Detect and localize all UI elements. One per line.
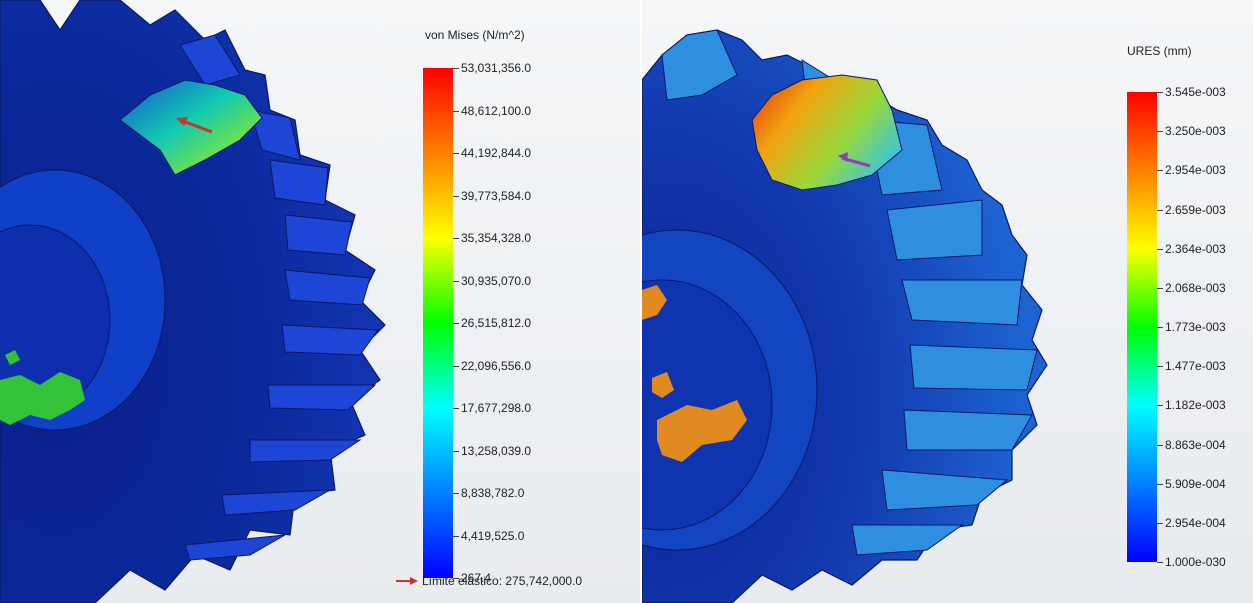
legend-tick [453,195,459,197]
displacement-result-panel: URES (mm) 3.545e-003 3.250e-003 2.954e-003… [640,0,1253,603]
legend-value-label: 2.364e-003 [1165,241,1226,256]
legend-tick [453,365,459,367]
legend-value-label: 13,258,039.0 [461,443,532,458]
legend-tick [1157,522,1163,524]
legend-tick [453,280,459,282]
legend-value-label: 267.4 [461,571,492,585]
legend-tick [453,450,459,452]
arrow-right-icon [396,577,418,585]
legend-value-label: 8.863e-004 [1165,437,1226,452]
legend-value-label: 1.773e-003 [1165,320,1226,334]
legend-value-label: 44,192,844.0 [461,146,532,160]
legend-tick [1157,248,1163,250]
legend-value-label: 4,419,525.0 [461,528,525,543]
yield-strength-row: Límite elástico: 275,742,000.0 [396,574,582,588]
legend-value-label: 53,031,356.0 [461,61,532,75]
legend-value-label: 3.250e-003 [1165,124,1226,139]
legend-tick [1157,327,1163,328]
legend-tick [453,493,459,494]
legend-value-label: 2.954e-003 [1165,163,1226,178]
legend-value-label: 8,838,782.0 [461,486,525,500]
legend-value-label: 2.659e-003 [1165,202,1226,217]
legend-tick [1157,131,1163,133]
legend-title: von Mises (N/m^2) [425,28,525,42]
gear-body [642,29,1048,603]
legend-tick [1157,483,1163,485]
color-scale-bar [1127,92,1157,562]
legend-tick [453,110,459,112]
legend-tick [1157,444,1163,446]
load-arrow-icon [838,152,871,168]
gear-body [0,0,386,603]
stress-result-panel: von Mises (N/m^2) 53,031,356.0 48,612,100… [0,0,640,603]
legend-value-label: 5.909e-004 [1165,476,1226,491]
legend-tick [1157,170,1163,172]
legend-tick [453,578,459,579]
legend-tick [453,408,459,409]
legend-title: URES (mm) [1127,44,1192,58]
legend-value-label: 1.182e-003 [1165,398,1226,413]
legend-tick [453,323,459,324]
legend-value-label: 1.000e-030 [1165,555,1226,569]
legend-value-label: 30,935,070.0 [461,273,532,288]
legend-tick [1157,287,1163,289]
legend-tick [453,68,459,69]
legend-tick [1157,209,1163,211]
legend-value-label: 2.954e-004 [1165,515,1226,530]
displacement-gear-viewport[interactable] [642,0,1253,603]
legend-value-label: 1.477e-003 [1165,359,1226,374]
legend-value-label: 2.068e-003 [1165,280,1226,295]
legend-value-label: 22,096,556.0 [461,358,532,373]
legend-value-label: 39,773,584.0 [461,188,532,203]
yield-strength-label: Límite elástico: 275,742,000.0 [422,574,583,588]
legend-tick [453,153,459,154]
legend-value-label: 17,677,298.0 [461,401,532,415]
legend-value-label: 35,354,328.0 [461,231,532,245]
color-scale-bar [423,68,453,578]
legend-tick [1157,366,1163,368]
legend-tick [1157,405,1163,407]
legend-value-label: 3.545e-003 [1165,85,1226,99]
legend-value-label: 26,515,812.0 [461,316,532,330]
stress-gear-viewport[interactable] [0,0,640,603]
legend-tick [1157,92,1163,93]
legend-value-label: 48,612,100.0 [461,103,532,118]
legend-tick [453,238,459,239]
legend-tick [1157,562,1163,563]
load-arrow-icon [176,117,213,134]
legend-tick [453,535,459,537]
